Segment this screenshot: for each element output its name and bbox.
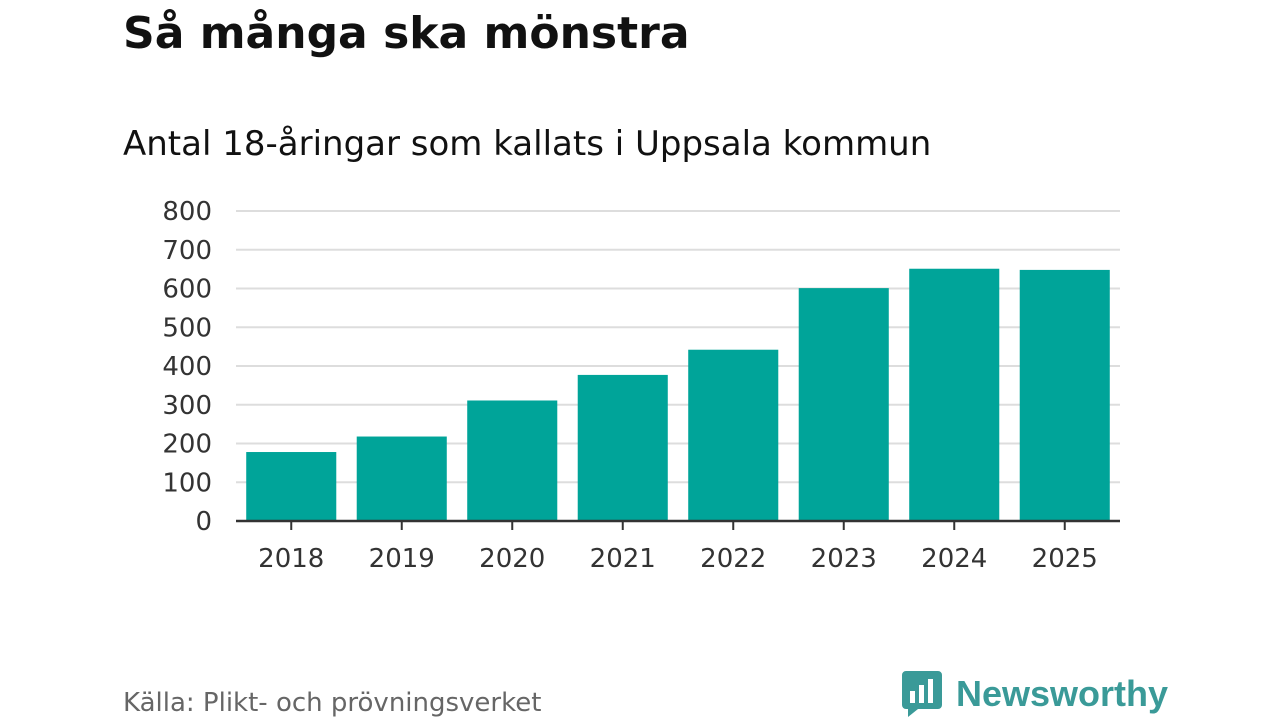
x-tick-label: 2022 [700, 544, 766, 574]
x-tick-label: 2024 [921, 544, 987, 574]
bar [577, 374, 668, 521]
y-tick-label: 500 [162, 313, 212, 343]
x-tick-label: 2020 [479, 544, 545, 574]
brand-logo: Newsworthy [902, 671, 1168, 717]
y-tick-label: 700 [162, 236, 212, 266]
y-tick-label: 600 [162, 275, 212, 305]
newsworthy-logo-icon [902, 671, 942, 717]
bar [356, 436, 447, 521]
chart-subtitle: Antal 18-åringar som kallats i Uppsala k… [123, 124, 932, 164]
chart-title: Så många ska mönstra [123, 8, 690, 59]
x-tick-label: 2018 [258, 544, 324, 574]
y-tick-label: 400 [162, 352, 212, 382]
bar [246, 452, 337, 521]
bar [688, 349, 779, 521]
bar [909, 268, 1000, 521]
bar [467, 400, 558, 521]
y-tick-label: 300 [162, 391, 212, 421]
y-tick-label: 100 [162, 468, 212, 498]
y-tick-label: 200 [162, 430, 212, 460]
bar [798, 288, 889, 521]
y-tick-label: 800 [162, 197, 212, 227]
bar-chart: 0 100 200 300 400 500 600 700 800 2018 2019 2020 202… [162, 197, 1120, 574]
x-tick-label: 2023 [811, 544, 877, 574]
y-tick-label: 0 [195, 507, 212, 537]
x-tick-label: 2021 [590, 544, 656, 574]
x-tick-label: 2019 [369, 544, 435, 574]
x-tick-label: 2025 [1032, 544, 1098, 574]
bar [1019, 269, 1110, 521]
source-note: Källa: Plikt- och prövningsverket [123, 688, 542, 718]
brand-name: Newsworthy [956, 673, 1169, 714]
